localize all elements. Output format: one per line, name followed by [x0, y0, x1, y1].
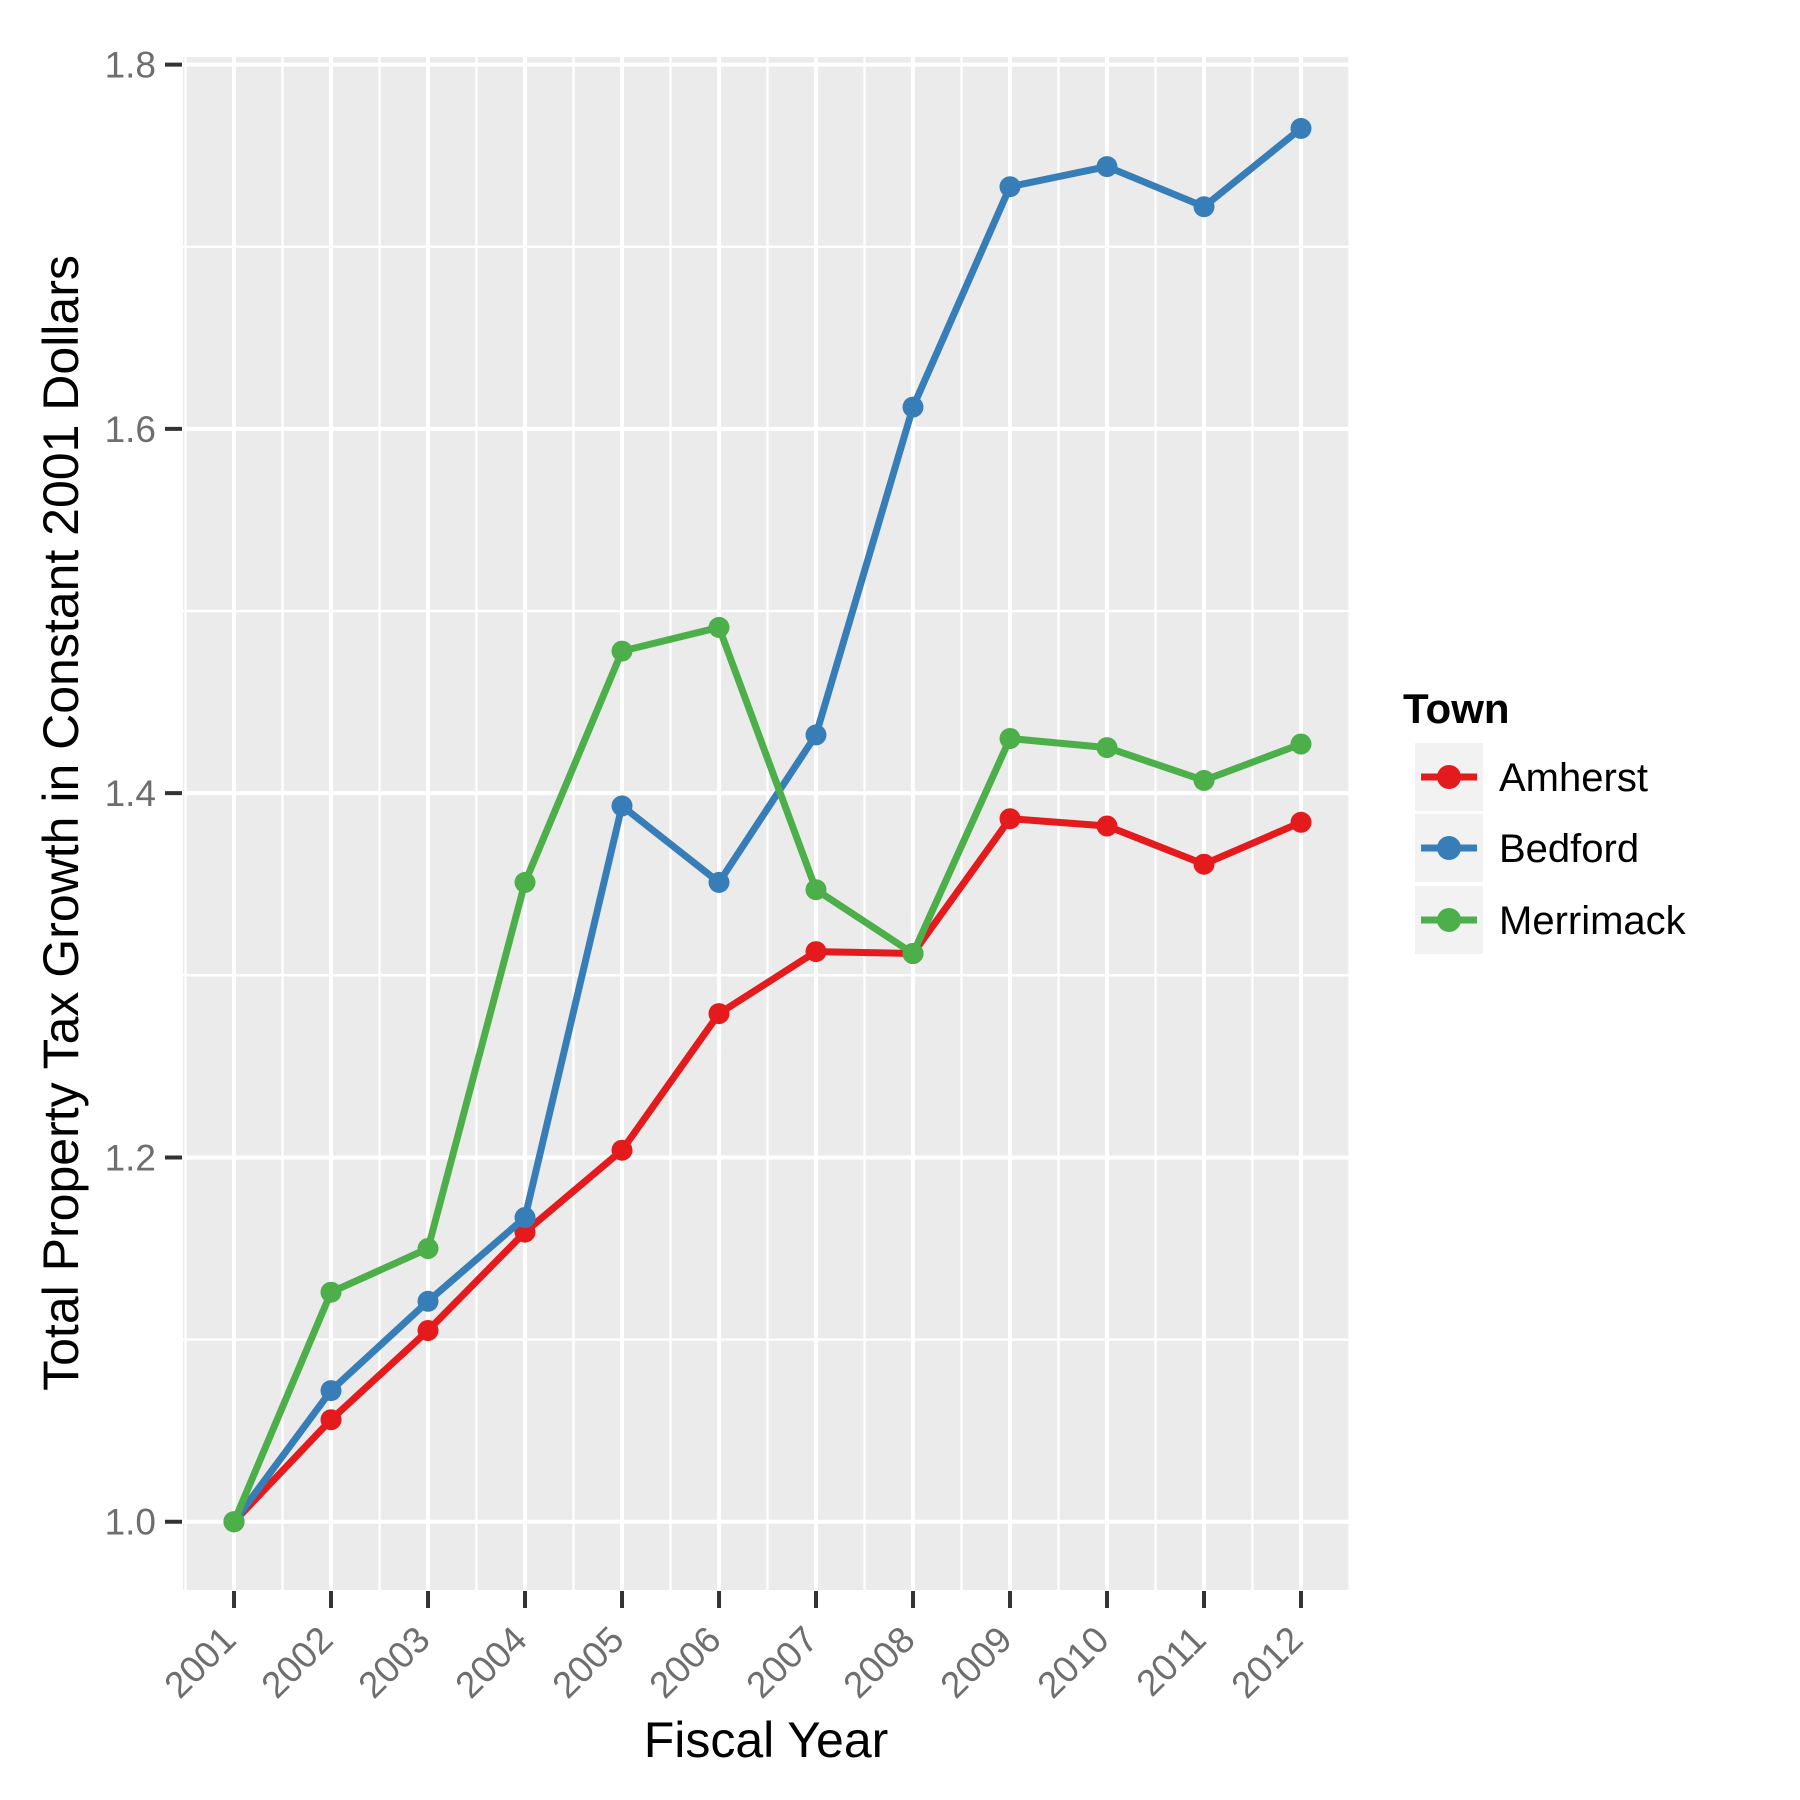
x-axis-tick-labels: 2001 2002 2003 2004 2005 2006 2007 2008 2009 2010…: [156, 1619, 1310, 1706]
legend-title: Town: [1403, 685, 1510, 732]
x-tick-label: 2002: [253, 1619, 340, 1706]
legend-key-point-amherst: [1437, 765, 1461, 789]
x-tick-label: 2006: [641, 1619, 728, 1706]
x-tick-label: 2007: [738, 1619, 825, 1706]
x-axis-title: Fiscal Year: [644, 1712, 889, 1768]
point-bedford-2005: [611, 795, 633, 817]
point-merrimack-2003: [417, 1238, 439, 1259]
legend: Town Amherst Bedford Merrimack: [1403, 685, 1687, 954]
series-line-merrimack: [230, 623, 1303, 1524]
point-merrimack-2002: [320, 1281, 342, 1303]
point-amherst-2007: [805, 941, 827, 963]
y-tick-label: 1.6: [105, 409, 156, 450]
point-amherst-2011: [1193, 853, 1215, 875]
point-bedford-2010: [1096, 156, 1118, 178]
point-amherst-2002: [320, 1409, 342, 1431]
x-tick-label: 2004: [447, 1619, 534, 1706]
point-amherst-2003: [417, 1320, 439, 1341]
point-merrimack-2010: [1096, 737, 1118, 759]
x-tick-label: 2001: [156, 1619, 243, 1706]
y-tick-label: 1.2: [105, 1137, 156, 1178]
x-tick-label: 2010: [1029, 1619, 1116, 1706]
point-bedford-2002: [320, 1380, 342, 1402]
point-merrimack-2004: [514, 871, 536, 893]
point-bedford-2008: [902, 396, 924, 418]
y-tick-label: 1.0: [105, 1502, 156, 1543]
point-bedford-2003: [417, 1290, 439, 1312]
point-merrimack-2007: [805, 879, 827, 901]
point-amherst-2010: [1096, 815, 1118, 837]
x-tick-label: 2003: [350, 1619, 437, 1706]
x-tick-label: 2005: [544, 1619, 631, 1706]
y-tick-label: 1.8: [105, 45, 156, 86]
x-tick-label: 2008: [835, 1619, 922, 1706]
x-tick-label: 2012: [1223, 1619, 1310, 1706]
point-bedford-2012: [1290, 117, 1312, 139]
series-line-amherst: [231, 815, 1303, 1525]
legend-label-amherst: Amherst: [1499, 756, 1648, 800]
point-amherst-2009: [999, 808, 1021, 830]
point-merrimack-2005: [611, 640, 633, 662]
series-line-bedford: [231, 125, 1304, 1524]
point-merrimack-2001: [223, 1511, 245, 1533]
legend-label-bedford: Bedford: [1499, 827, 1639, 871]
point-amherst-2004: [514, 1221, 536, 1243]
data-series: [223, 117, 1312, 1533]
y-axis-tick-labels: 1.0 1.2 1.4 1.6 1.8: [105, 45, 156, 1543]
point-bedford-2009: [999, 176, 1021, 198]
x-tick-label: 2011: [1128, 1619, 1213, 1704]
legend-key-point-bedford: [1437, 836, 1461, 860]
point-amherst-2005: [611, 1139, 633, 1161]
y-tick-label: 1.4: [105, 773, 156, 814]
point-merrimack-2011: [1193, 769, 1215, 791]
point-bedford-2006: [708, 871, 730, 893]
point-bedford-2007: [805, 724, 827, 746]
point-bedford-2011: [1193, 196, 1215, 218]
point-amherst-2012: [1290, 811, 1312, 833]
point-merrimack-2012: [1290, 733, 1312, 755]
point-amherst-2006: [708, 1003, 730, 1025]
point-bedford-2004: [514, 1207, 536, 1228]
axis-tick-marks: [165, 62, 1304, 1608]
point-merrimack-2006: [708, 616, 730, 638]
point-merrimack-2009: [999, 728, 1021, 749]
legend-label-merrimack: Merrimack: [1499, 899, 1687, 943]
x-tick-label: 2009: [932, 1619, 1019, 1706]
y-axis-title: Total Property Tax Growth in Constant 20…: [33, 255, 89, 1391]
point-merrimack-2008: [902, 943, 924, 964]
legend-key-point-merrimack: [1437, 908, 1461, 932]
